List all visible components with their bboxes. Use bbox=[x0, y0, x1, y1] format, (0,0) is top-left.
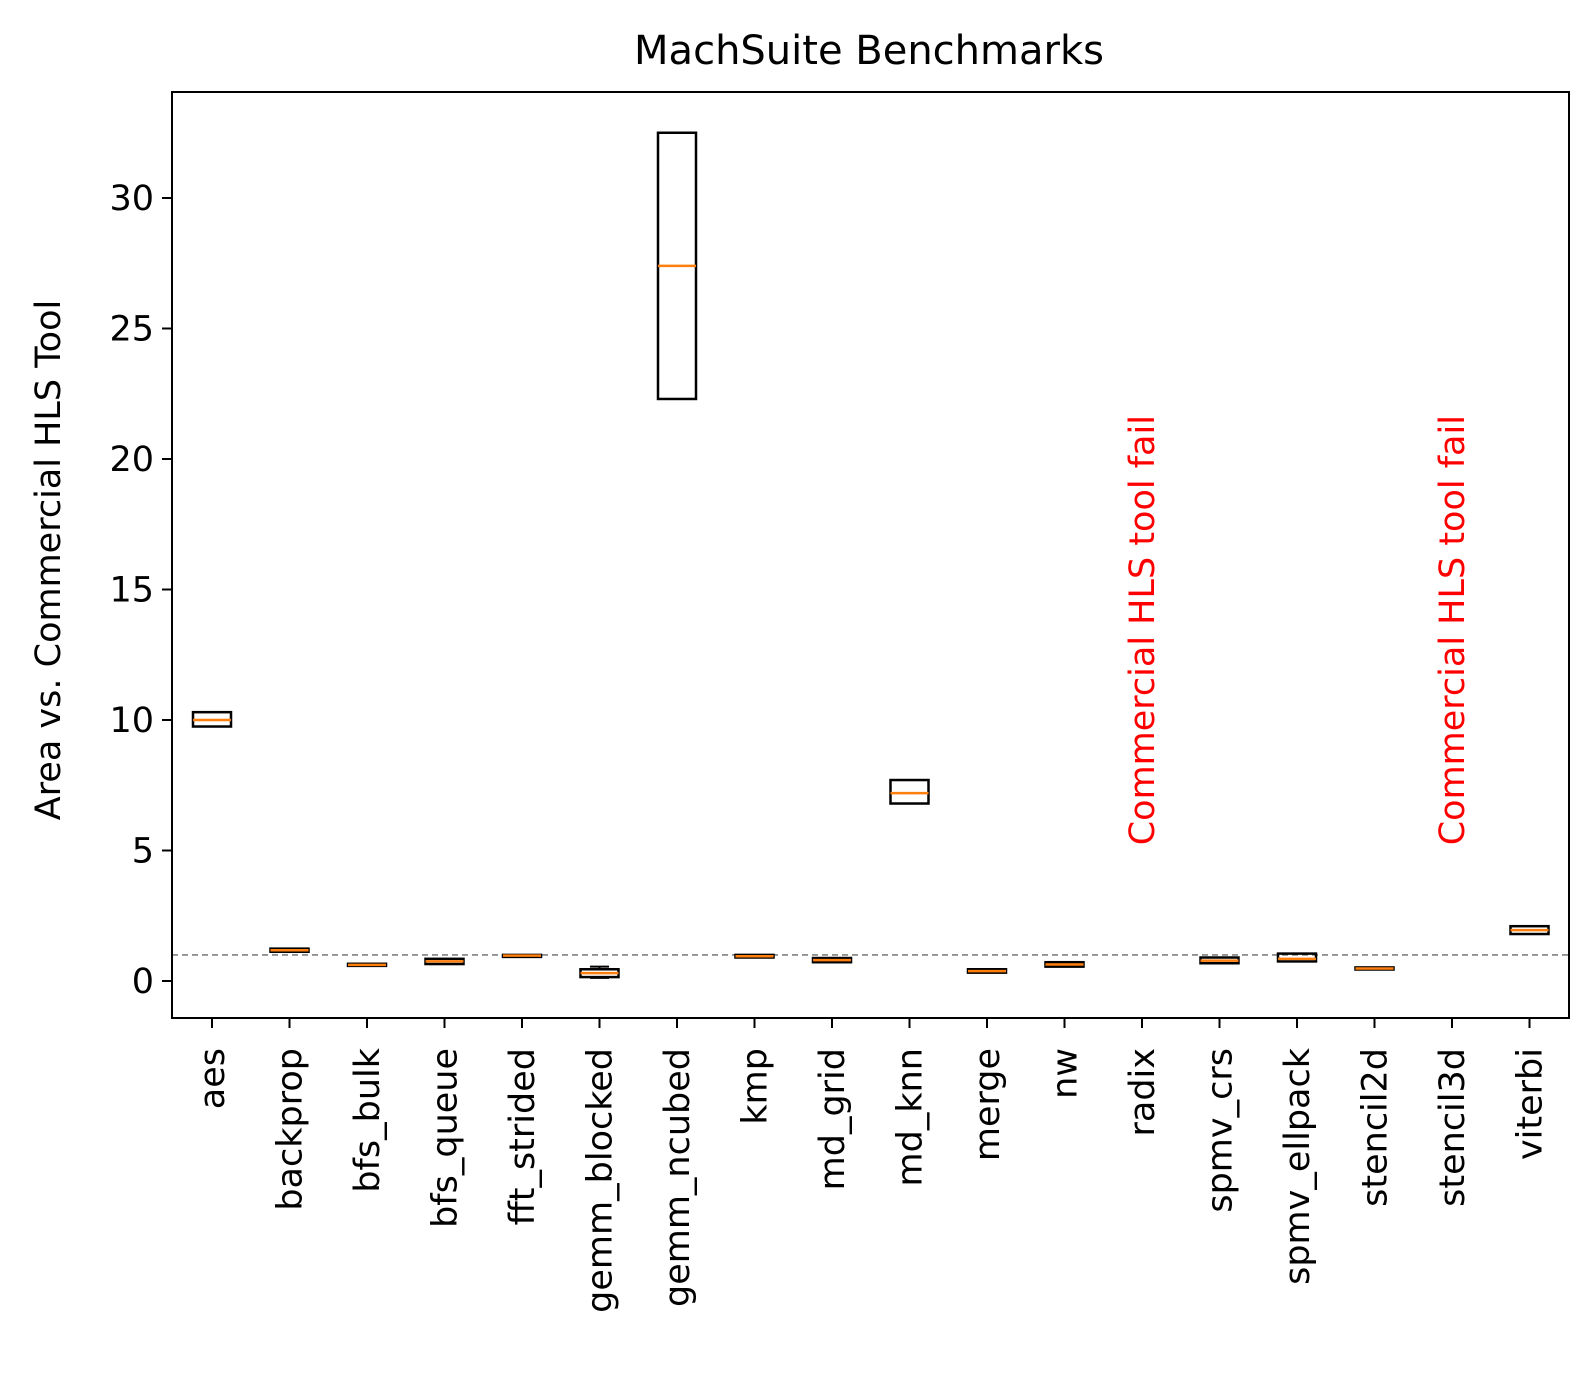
x-tick-label: gemm_ncubed bbox=[658, 1048, 698, 1307]
x-tick-label: aes bbox=[193, 1048, 233, 1109]
x-tick-label: md_knn bbox=[891, 1048, 931, 1186]
y-tick-label: 0 bbox=[132, 962, 154, 1002]
fail-annotation: Commercial HLS tool fail bbox=[1123, 415, 1163, 845]
box-spmv_ellpack bbox=[1276, 952, 1318, 963]
y-tick-label: 5 bbox=[132, 832, 154, 872]
x-tick-label: nw bbox=[1046, 1048, 1086, 1099]
x-tick-label: kmp bbox=[736, 1048, 776, 1125]
y-tick-label: 15 bbox=[109, 571, 154, 611]
x-tick-label: radix bbox=[1123, 1048, 1163, 1137]
x-tick-label: fft_strided bbox=[503, 1048, 543, 1225]
x-tick-label: bfs_queue bbox=[426, 1048, 466, 1228]
x-tick-label: spmv_ellpack bbox=[1278, 1047, 1318, 1285]
axes-frame bbox=[171, 91, 1570, 1019]
x-tick-label: stencil2d bbox=[1356, 1048, 1396, 1207]
x-tick-label: md_grid bbox=[813, 1048, 853, 1190]
box-md_knn bbox=[889, 778, 930, 805]
x-tick-label: gemm_blocked bbox=[581, 1048, 621, 1313]
plot-area: 0 5 10 15 20 25 30 aes backprop bfs_bulk bfs_queue… bbox=[109, 131, 1569, 1313]
y-axis-label: Area vs. Commercial HLS Tool bbox=[29, 300, 69, 820]
fail-annotation: Commercial HLS tool fail bbox=[1433, 415, 1473, 845]
x-tick-label: stencil3d bbox=[1433, 1048, 1473, 1207]
y-tick-label: 20 bbox=[109, 440, 154, 480]
chart-title: MachSuite Benchmarks bbox=[634, 28, 1104, 74]
x-tick-label: bfs_bulk bbox=[348, 1047, 388, 1192]
x-tick-label: spmv_crs bbox=[1201, 1048, 1241, 1213]
y-tick-label: 25 bbox=[109, 310, 154, 350]
x-tick-label: backprop bbox=[271, 1048, 311, 1211]
y-tick-label: 10 bbox=[109, 701, 154, 741]
x-tick-label: viterbi bbox=[1511, 1048, 1551, 1160]
x-tick-label: merge bbox=[968, 1048, 1008, 1161]
y-tick-label: 30 bbox=[109, 179, 154, 219]
